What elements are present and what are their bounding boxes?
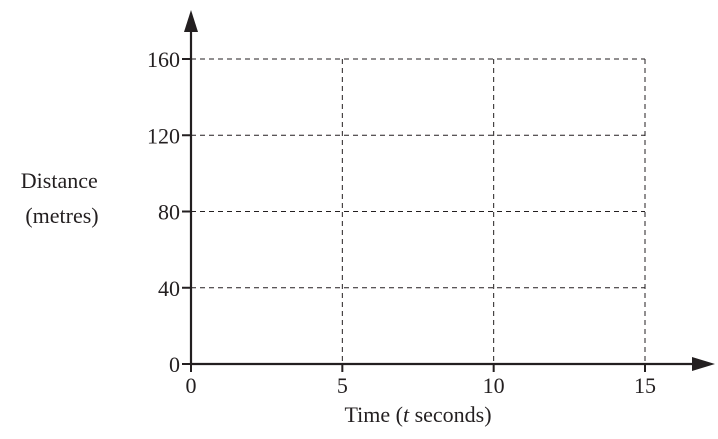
y-axis-label: Distance (metres) <box>21 168 103 228</box>
axes <box>184 10 715 371</box>
x-tick-label-10: 10 <box>483 373 505 398</box>
y-tick-label-120: 120 <box>147 123 180 148</box>
grid-lines <box>191 58 646 364</box>
x-tick-label-5: 5 <box>337 373 348 398</box>
x-axis-label-prefix: Time ( <box>344 402 402 427</box>
x-tick-label-15: 15 <box>634 373 656 398</box>
x-tick-label-0: 0 <box>186 373 197 398</box>
y-axis-arrowhead <box>184 10 198 32</box>
y-tick-label-40: 40 <box>158 276 180 301</box>
y-tick-label-0: 0 <box>169 352 180 377</box>
tick-marks <box>182 58 646 372</box>
y-tick-label-160: 160 <box>147 47 180 72</box>
x-axis-label-variable: t <box>403 402 410 427</box>
tick-labels: 0 40 80 120 160 0 5 10 15 <box>147 47 656 398</box>
y-axis-label-line-2: (metres) <box>25 203 98 228</box>
x-axis-label: Time (t seconds) <box>344 402 491 427</box>
y-axis-label-line-1: Distance <box>21 168 98 193</box>
x-axis-label-suffix: seconds) <box>409 402 491 427</box>
y-tick-label-80: 80 <box>158 200 180 225</box>
x-axis-arrowhead <box>692 357 715 371</box>
